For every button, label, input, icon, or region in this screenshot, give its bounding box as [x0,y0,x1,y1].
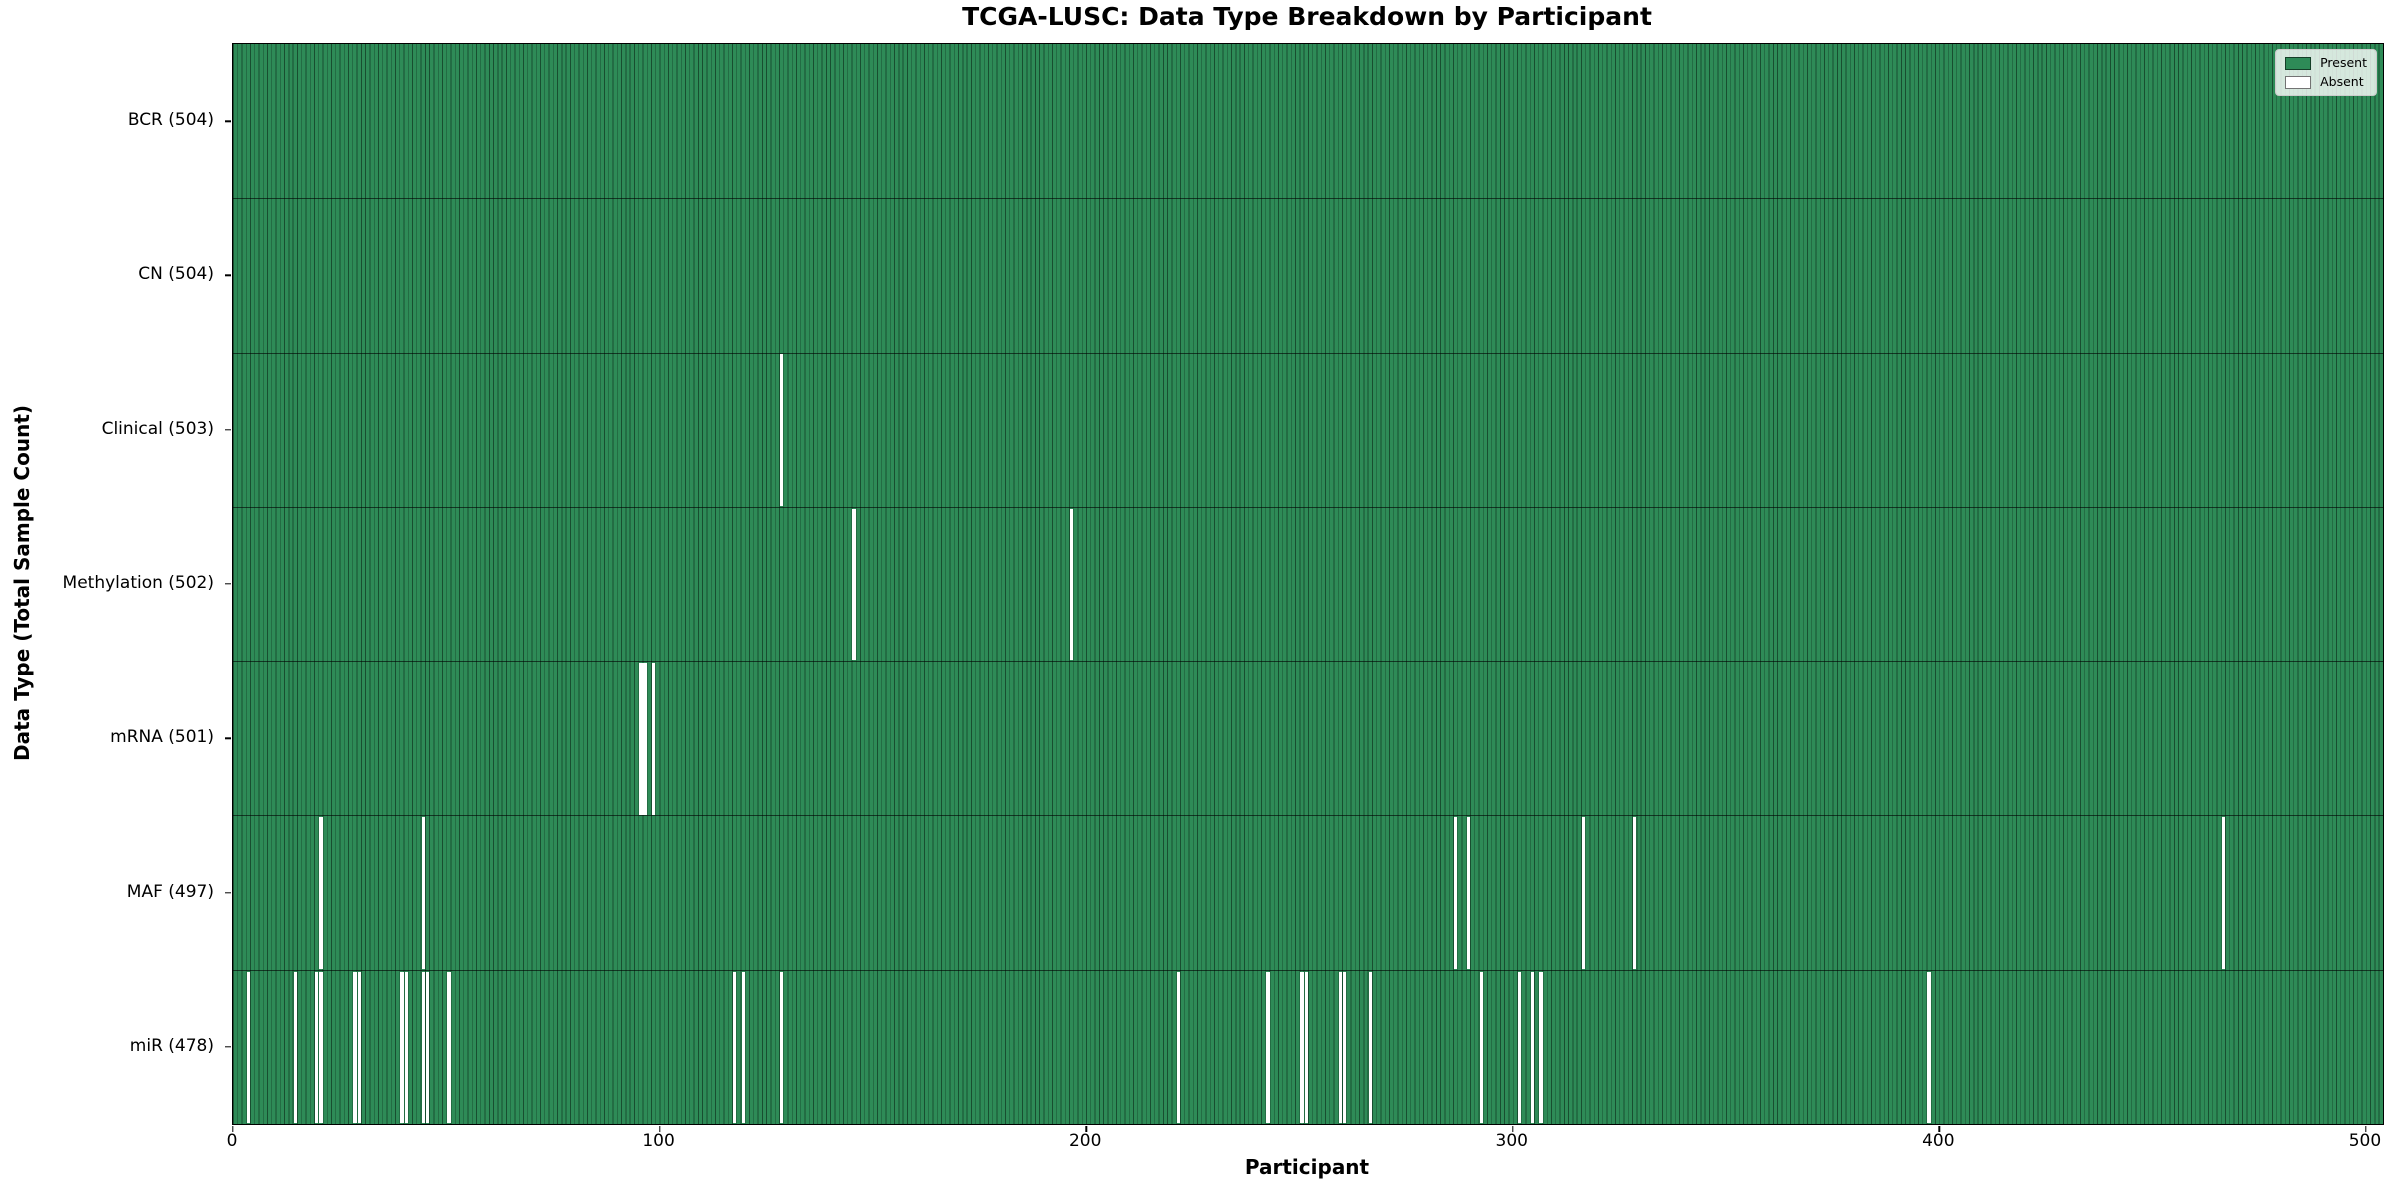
absent-cell [1530,971,1535,1124]
y-tick-label: CN (504) [138,264,214,285]
absent-cell [425,971,430,1124]
absent-cell [1466,817,1471,969]
absent-cell [2221,817,2226,969]
absent-cell [1070,508,1074,661]
x-axis-label: Participant [1244,1155,1370,1179]
absent-cell [651,662,656,815]
y-tick-label: Clinical (503) [101,418,214,439]
absent-cell [1927,971,1931,1124]
absent-cell [1453,817,1458,969]
absent-cell [353,971,357,1124]
absent-cell [1338,971,1343,1124]
x-tick-label: 500 [2348,1131,2382,1151]
absent-cell [1479,971,1483,1124]
heatmap-row [233,661,2383,816]
x-tick-mark [658,1126,661,1132]
y-tick-label: Methylation (502) [62,573,214,593]
y-tick-mark [225,429,231,431]
legend: Present Absent [2275,49,2377,96]
y-tick-mark [225,737,231,739]
absent-cell [1300,971,1304,1124]
legend-entry-present: Present [2285,56,2367,70]
absent-cell [421,971,425,1124]
absent-cell [1266,971,1270,1124]
absent-cell [1368,971,1372,1124]
absent-cell [643,662,647,815]
y-tick-label: BCR (504) [127,110,214,131]
y-tick-mark [225,1046,231,1048]
x-tick-mark [1085,1126,1087,1132]
x-tick-mark [1512,1126,1514,1132]
absent-cell [421,817,425,969]
heatmap-row [233,44,2383,199]
y-tick-mark [225,120,231,122]
x-tick-label: 200 [1068,1131,1102,1151]
absent-cell [733,971,737,1124]
x-tick-mark [2365,1126,2367,1132]
heatmap-row [233,198,2383,353]
absent-cell [1539,971,1543,1124]
x-tick-mark [232,1126,234,1132]
legend-present-label: Present [2320,55,2367,70]
chart-title: TCGA-LUSC: Data Type Breakdown by Partic… [962,2,1652,31]
y-tick-label: miR (478) [129,1035,214,1056]
x-tick-labels: 0 100 200 300 400 500 [227,1131,2382,1155]
legend-entry-absent: Absent [2285,75,2367,89]
x-tick-mark [1938,1126,1941,1132]
absent-cell [1176,971,1181,1124]
x-tick-label: 400 [1922,1131,1955,1151]
y-tick-labels: BCR (504) CN (504) Clinical (503) Methylati… [0,43,224,1123]
absent-cell [1304,971,1308,1124]
absent-cell [1581,817,1586,969]
absent-cell [246,971,251,1124]
legend-absent-swatch [2285,75,2312,89]
absent-cell [400,971,404,1124]
y-tick-mark [225,274,231,277]
y-tick-label: MAF (497) [126,881,214,902]
absent-cell [319,971,323,1124]
absent-cell [1517,971,1522,1124]
absent-cell [639,662,643,815]
absent-cell [404,971,408,1124]
heatmap-row [233,969,2383,1124]
x-tick-label: 100 [642,1131,675,1151]
absent-cell [852,508,856,661]
absent-cell [779,354,784,507]
heatmap-row [233,506,2383,662]
absent-cell [447,971,451,1124]
absent-cell [1633,817,1637,969]
y-tick-mark [225,583,231,585]
y-tick-mark [225,891,231,894]
x-tick-label: 300 [1495,1131,1528,1151]
plot-area: Present Absent [225,43,2384,1132]
absent-cell [1343,971,1347,1124]
y-tick-label: mRNA (501) [110,727,214,748]
absent-cell [319,817,323,969]
heatmap-row [233,352,2383,507]
absent-cell [293,971,297,1124]
absent-cell [357,971,361,1124]
absent-cell [741,971,745,1124]
absent-cell [314,971,319,1124]
x-tick-label: 0 [226,1131,238,1151]
legend-absent-label: Absent [2320,74,2364,89]
legend-present-swatch [2285,56,2312,70]
heatmap-row [233,815,2383,970]
absent-cell [779,971,784,1124]
